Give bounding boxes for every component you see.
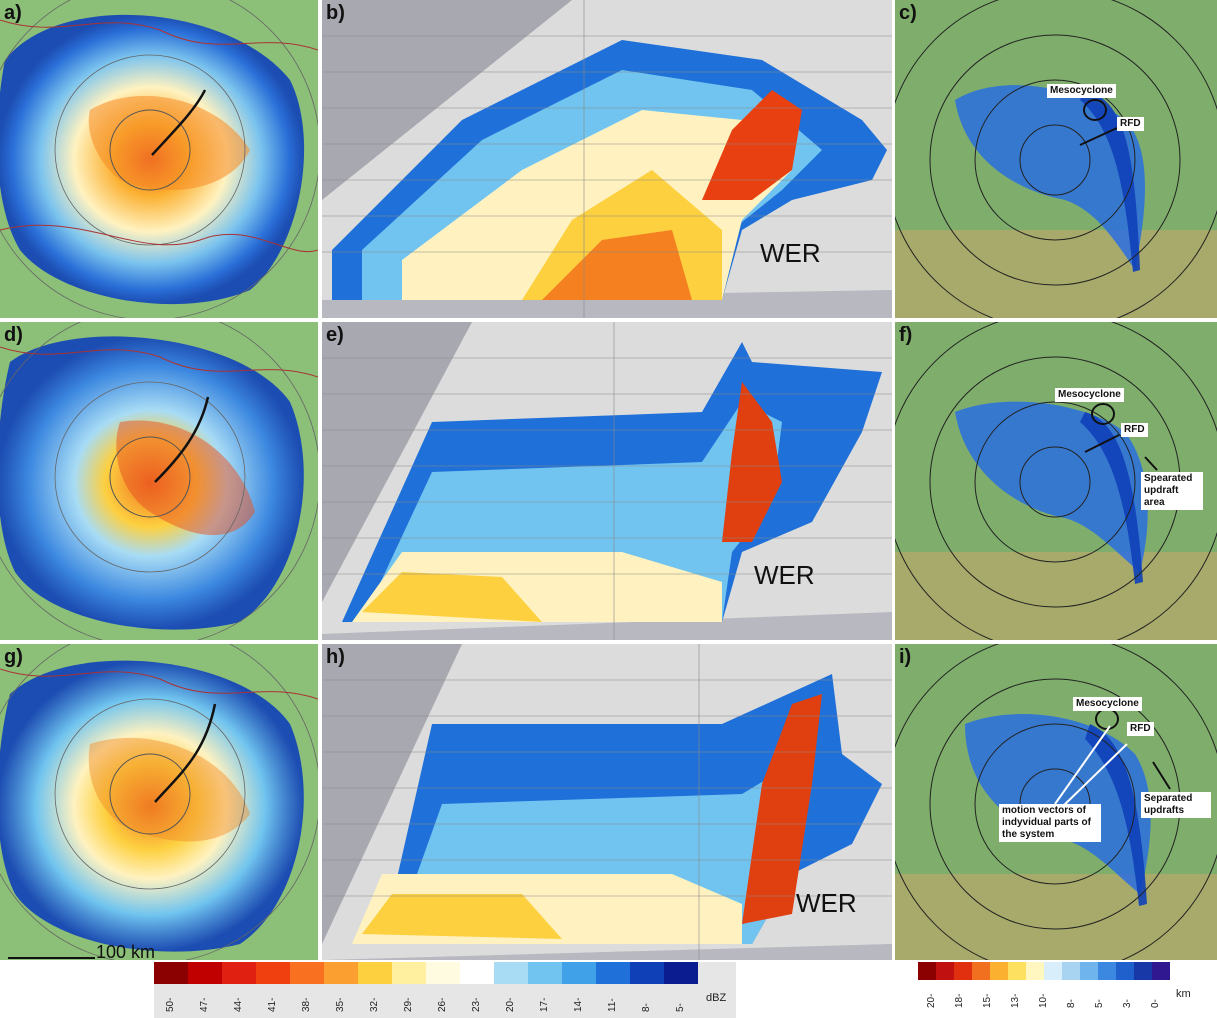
echo-top-map-c: [895, 0, 1217, 318]
colorbar-tick-label: 5-: [1094, 999, 1105, 1008]
panel-a-reflectivity-map: a): [0, 0, 318, 318]
colorbar-tick-label: 8-: [641, 1003, 652, 1012]
colorbar-tick-label: 5-: [675, 1003, 686, 1012]
colorbar-tick-label: 23-: [471, 997, 482, 1012]
colorbar-swatch: [630, 962, 664, 984]
colorbar-tick-label: 41-: [267, 997, 278, 1012]
panel-label: c): [899, 2, 917, 24]
colorbar-swatch: [918, 962, 936, 980]
colorbar-tick-label: 13-: [1010, 993, 1021, 1008]
reflectivity-colorbar: 50- 47- 44- 41- 38- 35- 32- 29- 26- 23- 20- 17- 14- 1…: [154, 962, 736, 1018]
colorbar-tick-label: 35-: [335, 997, 346, 1012]
rfd-label: RFD: [1117, 117, 1144, 131]
colorbar-swatch: [188, 962, 222, 984]
cross-section-h: [322, 644, 892, 960]
colorbar-swatch: [954, 962, 972, 980]
wer-label: WER: [760, 238, 821, 268]
panel-f-echo-top-map: f) Mesocyclone RFD Spearated updraft are…: [895, 322, 1217, 640]
panel-label: a): [4, 2, 22, 24]
panel-h-cross-section: h) WER: [322, 644, 892, 960]
colorbar-swatch: [1116, 962, 1134, 980]
panel-i-echo-top-map: i) Mesocyclone RFD Separated updrafts mo…: [895, 644, 1217, 960]
colorbar-swatch: [1098, 962, 1116, 980]
panel-g-reflectivity-map: g): [0, 644, 318, 960]
colorbar-swatch: [392, 962, 426, 984]
colorbar-tick-label: 3-: [1122, 999, 1133, 1008]
colorbar-tick-label: 29-: [403, 997, 414, 1012]
panel-b-cross-section: b) WER: [322, 0, 892, 318]
colorbar-tick-label: 38-: [301, 997, 312, 1012]
colorbar-swatch: [528, 962, 562, 984]
height-unit: km: [1176, 988, 1191, 1000]
colorbar-tick-label: 0-: [1150, 999, 1161, 1008]
panel-label: e): [326, 324, 344, 346]
scale-bar-label: 100 km: [96, 942, 156, 962]
rfd-label: RFD: [1121, 423, 1148, 437]
colorbar-swatch: [990, 962, 1008, 980]
colorbar-tick-label: 26-: [437, 997, 448, 1012]
colorbar-tick-label: 18-: [954, 993, 965, 1008]
panel-label: f): [899, 324, 913, 346]
separated-updraft-label: Spearated updraft area: [1141, 472, 1203, 510]
colorbar-tick-label: 14-: [573, 997, 584, 1012]
colorbar-swatch: [290, 962, 324, 984]
colorbar-tick-label: 11-: [607, 998, 618, 1012]
panel-label: d): [4, 324, 23, 346]
colorbar-tick-label: 8-: [1066, 999, 1077, 1008]
colorbar-swatch: [426, 962, 460, 984]
colorbar-tick-label: 17-: [539, 997, 550, 1012]
wer-label: WER: [796, 888, 857, 918]
wer-label: WER: [754, 560, 815, 590]
colorbar-tick-label: 32-: [369, 997, 380, 1012]
height-colorbar: 20- 18- 15- 13- 10- 8- 5- 3- 0- km: [918, 962, 1202, 1018]
colorbar-swatch: [1008, 962, 1026, 980]
motion-vectors-label: motion vectors of indyvidual parts of th…: [999, 804, 1101, 842]
mesocyclone-label: Mesocyclone: [1073, 697, 1142, 711]
colorbar-tick-label: 47-: [199, 997, 210, 1012]
colorbar-swatch: [664, 962, 698, 984]
cross-section-e: [322, 322, 892, 640]
colorbar-swatch: [1152, 962, 1170, 980]
panel-label: g): [4, 646, 23, 668]
colorbar-swatch: [222, 962, 256, 984]
colorbar-swatch: [1044, 962, 1062, 980]
colorbar-swatch: [324, 962, 358, 984]
colorbar-swatch: [494, 962, 528, 984]
colorbar-swatch: [154, 962, 188, 984]
colorbar-swatch: [1080, 962, 1098, 980]
rfd-label: RFD: [1127, 722, 1154, 736]
colorbar-tick-label: 20-: [926, 993, 937, 1008]
reflectivity-map-a: [0, 0, 318, 318]
colorbar-swatch: [936, 962, 954, 980]
colorbar-tick-label: 44-: [233, 997, 244, 1012]
colorbar-tick-label: 10-: [1038, 993, 1049, 1008]
colorbar-swatch: [1026, 962, 1044, 980]
colorbar-swatch: [562, 962, 596, 984]
colorbar-swatch: [460, 962, 494, 984]
colorbar-tick-label: 15-: [982, 993, 993, 1008]
panel-label: i): [899, 646, 912, 668]
cross-section-b: [322, 0, 892, 318]
panel-d-reflectivity-map: d): [0, 322, 318, 640]
reflectivity-unit: dBZ: [706, 992, 727, 1004]
separated-updrafts-label: Separated updrafts: [1141, 792, 1211, 818]
panel-e-cross-section: e) WER: [322, 322, 892, 640]
colorbar-tick-label: 20-: [505, 997, 516, 1012]
panel-label: b): [326, 2, 345, 24]
colorbar-swatch: [972, 962, 990, 980]
panel-label: h): [326, 646, 345, 668]
colorbar-swatch: [358, 962, 392, 984]
colorbar-swatch: [1062, 962, 1080, 980]
panel-c-echo-top-map: c) Mesocyclone RFD: [895, 0, 1217, 318]
reflectivity-map-d: [0, 322, 318, 640]
mesocyclone-label: Mesocyclone: [1047, 84, 1116, 98]
colorbar-swatch: [1134, 962, 1152, 980]
colorbar-swatch: [256, 962, 290, 984]
colorbar-tick-label: 50-: [165, 997, 176, 1012]
reflectivity-map-g: [0, 644, 318, 960]
colorbar-swatch: [596, 962, 630, 984]
mesocyclone-label: Mesocyclone: [1055, 388, 1124, 402]
